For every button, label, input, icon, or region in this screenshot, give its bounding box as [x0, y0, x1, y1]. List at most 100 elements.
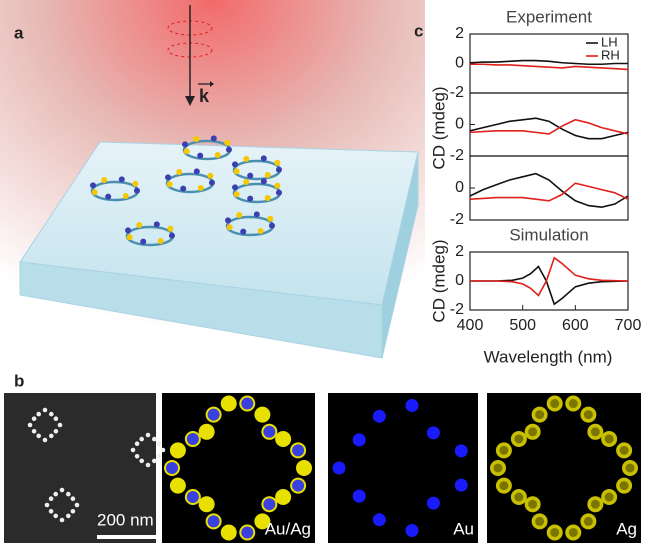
ag-core [499, 445, 509, 455]
series-line [470, 63, 629, 71]
series-line [469, 59, 628, 66]
nanoparticle [132, 180, 139, 187]
image-label: Ag [616, 519, 637, 538]
au-particle [372, 409, 386, 423]
ag-particle [275, 489, 292, 506]
au-particle [241, 397, 254, 410]
au-particle [454, 478, 468, 492]
image-label: Au [453, 519, 474, 538]
ag-particle [254, 406, 271, 423]
nanoparticle [166, 181, 173, 188]
nanoparticle [193, 136, 200, 143]
nanoparticle [101, 177, 108, 184]
sem-image [4, 393, 156, 543]
nanoparticle [225, 217, 232, 224]
nanoparticle [260, 155, 267, 162]
nanoparticle [183, 148, 190, 155]
ag-core [604, 492, 614, 502]
ag-core [568, 399, 578, 409]
nanoparticle [247, 172, 254, 179]
y-tick-label: -2 [450, 84, 464, 101]
au-particle [166, 462, 178, 474]
ag-particle [254, 513, 271, 530]
nanoparticle [105, 193, 112, 200]
vector-bar-head [210, 81, 214, 87]
x-tick-label: 500 [509, 317, 536, 334]
sem-particle [27, 422, 33, 428]
nanoparticle [233, 168, 240, 175]
au-particle [186, 432, 199, 445]
au-particle [241, 526, 254, 539]
y-tick-label: -2 [450, 301, 464, 318]
sem-particle [53, 429, 59, 434]
sem-particle [48, 496, 54, 502]
nanoparticle [118, 176, 125, 183]
sem-particle [59, 487, 65, 493]
nanoparticle [176, 169, 183, 176]
nanoparticle [153, 221, 160, 228]
sem-particle [42, 437, 48, 443]
series-line [469, 118, 629, 135]
ag-particle [220, 524, 237, 541]
sem-particle [49, 433, 54, 439]
sem-particle [152, 436, 157, 442]
ag-particle [198, 496, 215, 513]
sem-particle [57, 422, 63, 428]
ag-particle [169, 477, 186, 494]
nanoparticle [232, 184, 239, 191]
ag-core [550, 399, 560, 409]
nanoparticle [260, 178, 267, 185]
particle-dots [27, 395, 638, 541]
nanoparticle [275, 189, 282, 196]
sem-particle [156, 454, 162, 459]
nanoparticle [264, 194, 271, 201]
ag-particle [220, 395, 237, 412]
nanoparticle [197, 152, 204, 159]
map-au-ag [162, 393, 315, 543]
plot-frame [469, 155, 629, 221]
x-tick-label: 400 [457, 317, 484, 334]
map-au [328, 393, 478, 543]
sem-particle [44, 502, 50, 508]
panel-label: a [14, 23, 24, 42]
sem-particle [48, 509, 54, 514]
au-particle [426, 496, 440, 510]
nanoparticle [233, 191, 240, 198]
ag-core [568, 527, 578, 537]
y-tick-label: 0 [455, 116, 464, 133]
ag-core [625, 463, 635, 473]
nanoparticle [225, 146, 232, 153]
ag-core [550, 527, 560, 537]
au-particle [332, 461, 346, 475]
x-axis-label: Wavelength (nm) [484, 347, 613, 366]
nanoparticle [122, 192, 129, 199]
y-tick-label: 0 [455, 272, 464, 289]
au-particle [405, 524, 419, 538]
ag-core [535, 410, 545, 420]
ag-particle [296, 460, 312, 476]
nanoparticle [167, 225, 174, 232]
nanoparticle [226, 224, 233, 231]
nanoparticle [267, 215, 274, 222]
ag-particle [275, 430, 292, 447]
sem-particle [156, 441, 162, 447]
sem-particle [160, 447, 166, 453]
ag-core [528, 499, 538, 509]
k-label: k [199, 86, 210, 106]
nanoparticle [157, 237, 164, 244]
sem-particle [130, 447, 136, 453]
au-particle [426, 426, 440, 440]
glass-side [381, 151, 419, 359]
au-particle [263, 498, 276, 511]
au-particle [207, 408, 220, 421]
sem-particle [145, 432, 151, 438]
nanoparticle [214, 151, 221, 158]
ag-core [493, 463, 503, 473]
sem-particle [42, 407, 48, 413]
ag-core [583, 516, 593, 526]
nanoparticle [208, 179, 215, 186]
sem-particle [53, 416, 59, 422]
scale-bar-label: 200 nm [97, 510, 154, 529]
nanoparticle [126, 234, 133, 241]
